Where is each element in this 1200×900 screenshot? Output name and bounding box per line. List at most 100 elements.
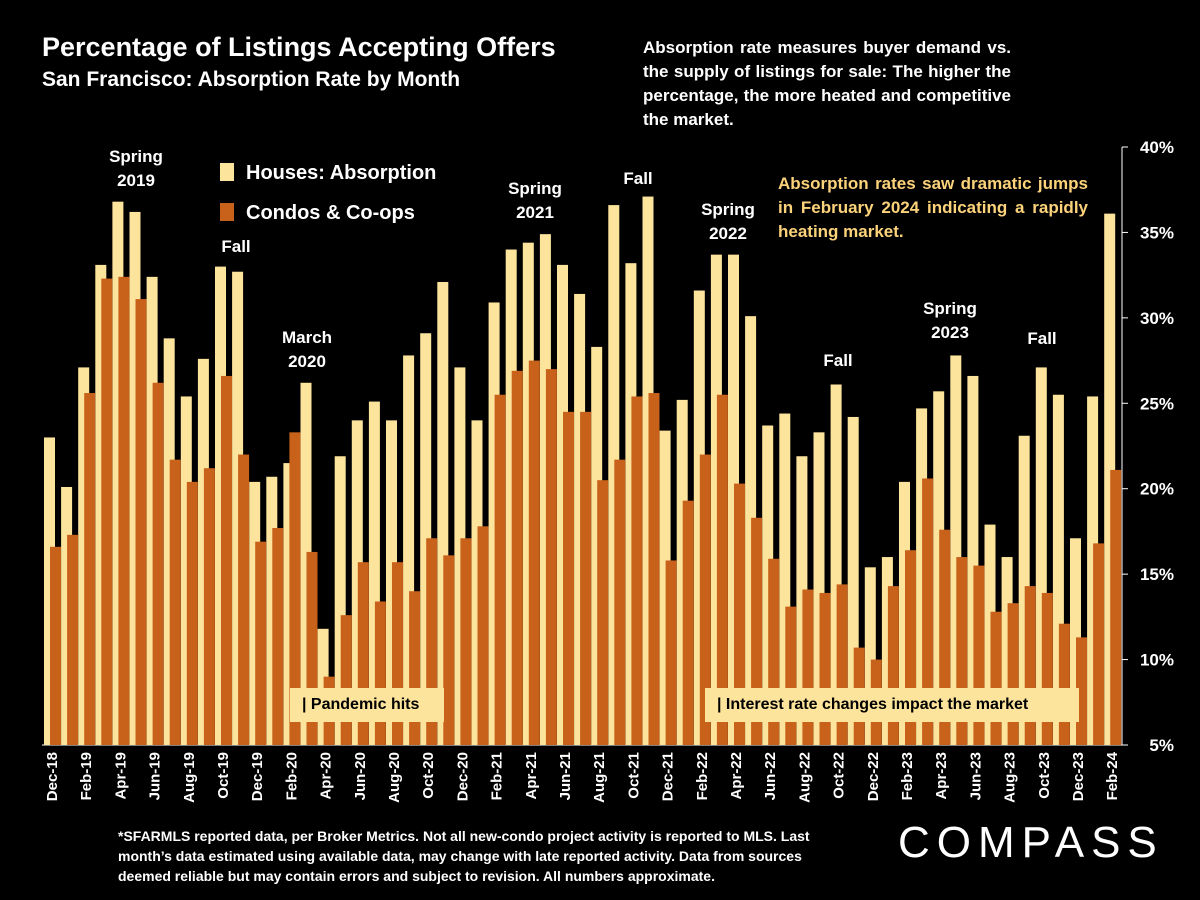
y-tick-label: 25% — [1140, 394, 1174, 413]
x-tick-label: Feb-22 — [694, 752, 711, 800]
bar — [608, 205, 620, 745]
bar — [420, 333, 432, 745]
bar — [1110, 469, 1122, 745]
annotation: Spring 2021 — [508, 179, 562, 222]
bar — [146, 276, 158, 745]
x-tick-label: Aug-19 — [181, 752, 198, 803]
bar — [779, 413, 791, 745]
bar — [266, 476, 278, 745]
bar — [922, 478, 934, 745]
bar — [1001, 557, 1013, 745]
bar — [374, 601, 386, 745]
x-tick-label: Dec-23 — [1070, 752, 1087, 801]
bar — [494, 394, 506, 745]
y-tick-label: 30% — [1140, 309, 1174, 328]
bar — [522, 242, 534, 745]
bar — [813, 432, 825, 745]
bar — [1070, 538, 1081, 745]
bar — [1041, 592, 1053, 745]
bar — [956, 557, 968, 745]
bar — [768, 558, 780, 745]
x-tick-label: Feb-19 — [78, 752, 95, 800]
bar — [648, 393, 660, 745]
event-label: | Pandemic hits — [290, 688, 444, 722]
bar — [129, 211, 141, 745]
bar — [95, 264, 107, 745]
bar — [563, 411, 574, 745]
x-tick-label: Aug-22 — [796, 752, 813, 803]
bar — [580, 411, 592, 745]
brand-logo: COMPASS — [898, 818, 1164, 867]
bar — [203, 468, 215, 745]
x-tick-label: Jun-21 — [557, 752, 574, 800]
x-tick-label: Aug-21 — [591, 752, 608, 803]
bar — [340, 615, 352, 745]
bar — [557, 264, 568, 745]
x-tick-label: Dec-21 — [660, 752, 677, 801]
bar — [169, 459, 181, 745]
bar — [163, 338, 175, 745]
footnote: *SFARMLS reported data, per Broker Metri… — [118, 828, 810, 884]
bar — [426, 538, 438, 745]
legend-swatch — [220, 163, 234, 181]
legend-label: Houses: Absorption — [246, 162, 436, 184]
x-tick-label: Oct-21 — [625, 752, 642, 799]
x-tick-label: Aug-20 — [386, 752, 403, 803]
bar — [289, 432, 301, 745]
bar — [899, 481, 910, 745]
bar — [1087, 396, 1099, 745]
x-tick-label: Feb-21 — [489, 752, 506, 800]
x-tick-label: Apr-22 — [728, 752, 745, 800]
x-tick-label: Apr-21 — [523, 752, 540, 800]
bar — [386, 420, 397, 745]
bar — [443, 555, 455, 745]
bar — [197, 358, 209, 745]
bar — [334, 456, 346, 745]
bar — [437, 281, 449, 745]
bar — [659, 430, 671, 745]
bar — [1035, 367, 1047, 745]
callout: Absorption rates saw dramatic jumps in F… — [778, 174, 1088, 241]
bar — [152, 382, 164, 745]
bar — [471, 420, 483, 745]
bar — [1093, 543, 1105, 745]
bar — [283, 463, 295, 745]
x-tick-label: Feb-24 — [1104, 751, 1121, 800]
bar — [881, 557, 893, 745]
bar — [762, 425, 774, 745]
annotation: Fall — [823, 351, 853, 370]
bar — [751, 517, 763, 745]
bar — [836, 584, 848, 745]
x-tick-label: Aug-23 — [1002, 752, 1019, 803]
bar — [939, 529, 951, 745]
x-tick-label: Jun-23 — [967, 752, 984, 800]
annotation: Spring 2023 — [923, 299, 977, 342]
description: Absorption rate measures buyer demand vs… — [643, 38, 1011, 129]
bar — [1104, 213, 1116, 746]
bar — [215, 266, 226, 745]
bar — [1058, 623, 1070, 745]
bar — [642, 196, 654, 745]
x-tick-label: Dec-20 — [454, 752, 471, 801]
bar — [802, 589, 814, 745]
y-tick-label: 5% — [1149, 736, 1174, 755]
bar — [84, 393, 96, 745]
bar — [1018, 435, 1030, 745]
annotation: Fall — [623, 169, 653, 188]
bar — [984, 524, 996, 745]
x-tick-label: Apr-23 — [933, 752, 950, 800]
bar — [255, 541, 267, 745]
bar — [728, 254, 739, 745]
bar — [699, 454, 711, 745]
bar — [368, 401, 380, 745]
bar — [631, 396, 643, 745]
bar — [306, 551, 318, 745]
bar — [186, 481, 198, 745]
bar — [118, 276, 130, 745]
chart-subtitle: San Francisco: Absorption Rate by Month — [42, 68, 461, 91]
bar — [221, 375, 232, 745]
x-tick-label: Jun-22 — [762, 752, 779, 800]
bar — [745, 316, 757, 745]
bar — [665, 560, 677, 745]
annotation: Fall — [221, 237, 251, 256]
